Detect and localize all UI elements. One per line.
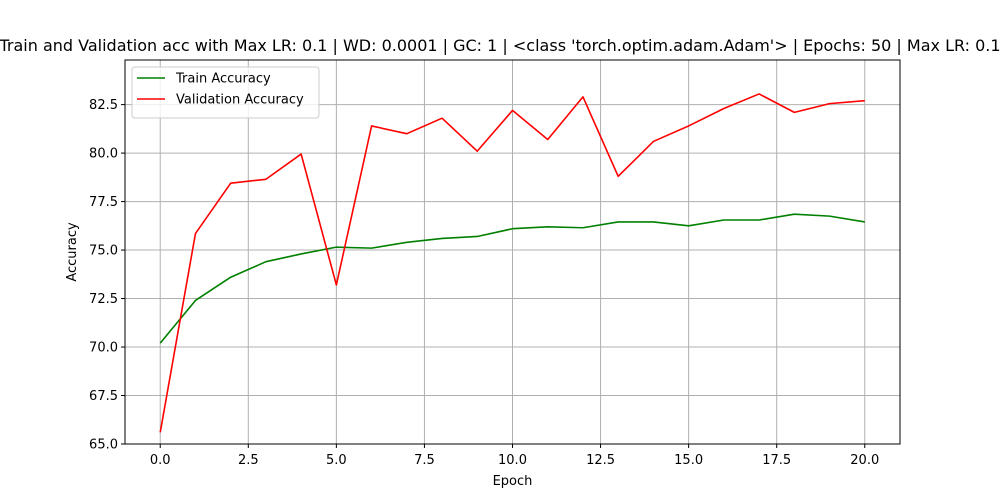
x-tick-label: 0.0 — [150, 453, 171, 468]
train-accuracy-line — [159, 213, 865, 344]
legend-box — [131, 66, 320, 119]
x-tick-label: 17.5 — [762, 453, 791, 468]
validation-accuracy-line — [159, 93, 865, 433]
y-axis: 65.0 67.5 70.0 72.5 75.0 77.5 80.0 82.5 — [89, 98, 125, 453]
validation-accuracy-legend-label: Validation Accuracy — [176, 93, 304, 108]
y-tick-label: 65.0 — [89, 438, 118, 453]
x-tick-label: 15.0 — [674, 453, 703, 468]
train-accuracy-legend-label: Train Accuracy — [175, 72, 271, 87]
y-tick-label: 75.0 — [89, 244, 118, 259]
chart-title: Train and Validation acc with Max LR: 0.… — [0, 36, 1000, 55]
x-tick-label: 5.0 — [326, 453, 347, 468]
x-tick-label: 7.5 — [414, 453, 435, 468]
y-tick-label: 77.5 — [89, 195, 118, 210]
series-layer — [159, 93, 865, 433]
x-axis: 0.0 2.5 5.0 7.5 10.0 12.5 15.0 17.5 20.0 — [150, 444, 879, 468]
y-tick-label: 82.5 — [89, 98, 118, 113]
y-axis-label: Accuracy — [65, 222, 80, 282]
x-tick-label: 10.0 — [498, 453, 527, 468]
y-tick-label: 80.0 — [89, 147, 118, 162]
x-tick-label: 2.5 — [238, 453, 259, 468]
x-tick-label: 20.0 — [850, 453, 879, 468]
y-tick-label: 67.5 — [89, 389, 118, 404]
x-axis-label: Epoch — [493, 474, 533, 489]
x-tick-label: 12.5 — [586, 453, 615, 468]
y-tick-label: 70.0 — [89, 341, 118, 356]
legend: Train Accuracy Validation Accuracy — [131, 66, 320, 119]
y-tick-label: 72.5 — [89, 292, 118, 307]
